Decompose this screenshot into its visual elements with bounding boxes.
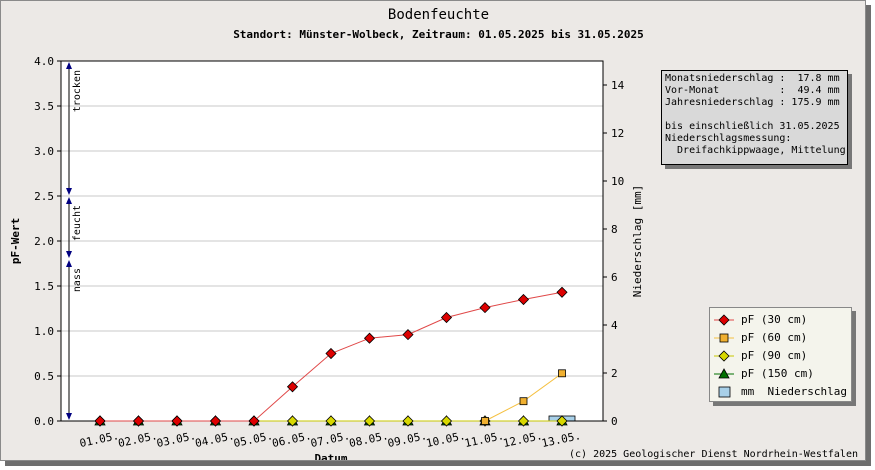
x-tick-label: 11.05.: [463, 429, 505, 450]
legend-symbol-bar: [718, 386, 731, 398]
y-tick-label: 4.0: [34, 55, 54, 68]
info-line: bis einschließlich 31.05.2025: [665, 121, 840, 132]
data-point: [286, 415, 299, 427]
info-line: [665, 109, 844, 121]
data-point: [325, 347, 337, 360]
legend: pF (30 cm) pF (60 cm) pF (90 cm) pF (150…: [709, 307, 852, 402]
y-tick-label: 2.0: [34, 235, 54, 248]
info-line: Monatsniederschlag : 17.8 mm: [665, 73, 840, 84]
x-tick-label: 04.05.: [194, 429, 236, 450]
chart-title: Bodenfeuchte: [387, 7, 490, 23]
data-point: [479, 302, 491, 314]
y2-axis-title: Niederschlag [mm]: [631, 185, 644, 298]
y-tick-label: 3.5: [34, 100, 54, 113]
x-tick-label: 09.05.: [386, 429, 428, 450]
data-point: [286, 381, 299, 393]
legend-label: pF (90 cm): [741, 349, 808, 362]
copyright-credit: (c) 2025 Geologischer Dienst Nordrhein-W…: [569, 449, 858, 460]
zone-label: feucht: [72, 205, 83, 241]
zone-arrow-up: [66, 62, 72, 69]
zone-label: nass: [72, 268, 83, 292]
y-tick-label: 3.0: [34, 145, 54, 158]
legend-item-pf-150: pF (150 cm): [710, 365, 851, 383]
data-point: [440, 311, 453, 324]
x-tick-label: 07.05.: [309, 429, 351, 450]
y-tick-label: 1.5: [34, 280, 54, 293]
y-tick-label: 1.0: [34, 325, 54, 338]
legend-item-pf-60: pF (60 cm): [710, 329, 851, 347]
y2-tick-label: 0: [611, 415, 618, 428]
zone-arrow-down: [66, 188, 72, 195]
data-point: [248, 415, 260, 427]
data-point: [517, 415, 530, 427]
x-tick-label: 08.05.: [348, 429, 390, 450]
data-point: [440, 415, 453, 427]
x-tick-label: 01.05.: [78, 429, 120, 450]
data-point: [363, 332, 376, 344]
y2-tick-label: 12: [611, 127, 624, 140]
info-line: Vor-Monat : 49.4 mm: [665, 85, 840, 96]
y2-tick-label: 10: [611, 175, 624, 188]
legend-label: pF (150 cm): [741, 367, 814, 380]
data-point: [171, 415, 183, 427]
data-point: [558, 369, 566, 378]
data-point: [481, 417, 489, 425]
data-point: [94, 415, 106, 427]
data-point: [363, 415, 376, 427]
data-point: [519, 397, 528, 406]
y-tick-label: 0.5: [34, 370, 54, 383]
x-tick-label: 10.05.: [425, 429, 467, 450]
data-point: [402, 329, 414, 341]
y2-tick-label: 14: [611, 79, 625, 92]
zone-arrow-up: [66, 197, 72, 204]
info-line: Jahresniederschlag : 175.9 mm: [665, 97, 840, 108]
x-tick-label: 05.05.: [232, 429, 274, 450]
legend-item-pf-30: pF (30 cm): [710, 311, 851, 329]
x-tick-label: 12.05.: [502, 429, 544, 450]
legend-symbol-square: [714, 333, 734, 343]
legend-label: pF (60 cm): [741, 331, 808, 344]
y-tick-label: 0.0: [34, 415, 54, 428]
y2-tick-label: 4: [611, 319, 618, 332]
legend-label: pF (30 cm): [741, 313, 808, 326]
y-tick-label: 2.5: [34, 190, 54, 203]
data-point: [132, 415, 145, 427]
chart-frame: Bodenfeuchte Standort: Münster-Wolbeck, …: [0, 0, 866, 461]
data-point: [556, 415, 568, 427]
x-tick-label: 13.05.: [540, 429, 582, 450]
x-axis-title: Datum: [314, 452, 347, 460]
data-point: [402, 415, 414, 427]
zone-label: trocken: [72, 70, 83, 112]
x-tick-label: 06.05.: [271, 429, 313, 450]
chart-plot: 0.0 0.5 1.0 1.5 2.0 2.5 3.0 3.5 4.0 0 2 4 6 8 10 12 14 01…: [9, 55, 644, 460]
x-tick-label: 02.05.: [117, 429, 159, 450]
info-line: Dreifachkippwaage, Mittelung: [665, 145, 846, 156]
chart-subtitle: Standort: Münster-Wolbeck, Zeitraum: 01.…: [233, 28, 644, 41]
y-axis-title: pF-Wert: [9, 218, 22, 264]
zone-arrow-up: [66, 260, 72, 267]
y2-tick-label: 6: [611, 271, 618, 284]
y2-tick-label: 8: [611, 223, 618, 236]
data-point: [325, 415, 337, 427]
data-point: [517, 293, 530, 306]
y2-tick-label: 2: [611, 367, 618, 380]
legend-symbol-diamond: [714, 314, 734, 326]
legend-label: mm Niederschlag: [741, 385, 847, 398]
zone-arrow-down: [66, 251, 72, 258]
legend-symbol-diamond: [714, 350, 734, 362]
zone-arrow-down: [66, 413, 72, 420]
info-line: Niederschlagsmessung:: [665, 133, 792, 144]
legend-symbol-triangle: [714, 368, 734, 379]
legend-item-precipitation: mm Niederschlag: [710, 383, 851, 401]
data-point: [556, 286, 568, 298]
data-point: [209, 415, 222, 427]
legend-item-pf-90: pF (90 cm): [710, 347, 851, 365]
x-tick-label: 03.05.: [155, 429, 197, 450]
precipitation-info-box: Monatsniederschlag : 17.8 mm Vor-Monat :…: [661, 70, 848, 165]
